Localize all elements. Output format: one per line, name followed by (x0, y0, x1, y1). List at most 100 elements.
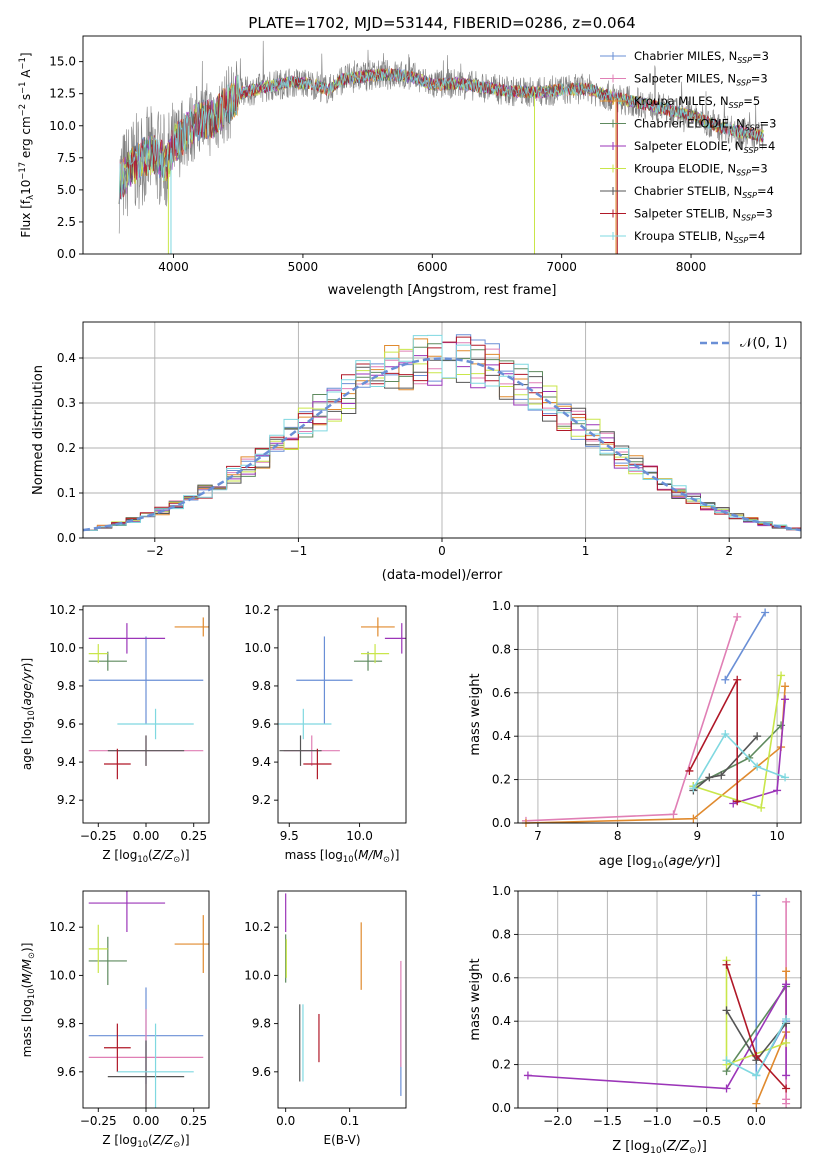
label-part: mass [ (285, 848, 325, 862)
legend-sub: SSP (742, 191, 757, 200)
axes-frame (82, 321, 802, 539)
legend-count: =3 (752, 49, 769, 63)
x-axis-label: age [log10(age/yr)] (599, 854, 721, 871)
label-part: log (119, 848, 137, 862)
y-tick-label: 9.4 (57, 755, 76, 769)
label-part: erg cm (19, 116, 33, 162)
mass-weight-point (752, 1051, 761, 1060)
label-part: log (119, 1133, 137, 1147)
label-part: Z/Z (666, 1139, 690, 1154)
x-tick-label: −1.5 (593, 1114, 622, 1128)
y-axis-label: mass [log10(M/M⊙)] (20, 943, 36, 1058)
label-part: E(B-V) (323, 1133, 360, 1147)
y-tick-label: 0.6 (492, 686, 511, 700)
mass-weight-point (777, 721, 786, 730)
y-tick-label: 0.4 (492, 1014, 511, 1028)
legend-sub: SSP (744, 146, 759, 155)
axes-frame (82, 605, 210, 824)
label-part: mass weight (468, 673, 483, 755)
y-tick-label: 9.8 (252, 1017, 271, 1031)
label-part: log (630, 1139, 650, 1154)
mass-extinction-panel: 0.0 0.1 9.6 9.8 10.0 10.2 E(B-V) (244, 890, 407, 1147)
label-part: )] (180, 1133, 189, 1147)
y-tick-label: 9.8 (57, 679, 76, 693)
mass-weight-point (721, 730, 730, 739)
y-tick-label: 10.0 (49, 119, 76, 133)
mass-weight-point (733, 612, 742, 621)
y-tick-label: 10.2 (49, 603, 76, 617)
mass-weight-point (717, 771, 726, 780)
mass-weight-point (722, 1056, 731, 1065)
y-axis-label: age [log10(age/yr)] (20, 658, 36, 770)
legend-model: Kroupa MILES, N (634, 94, 729, 108)
y-tick-label: 9.8 (252, 679, 271, 693)
x-axis-label: wavelength [Angstrom, rest frame] (328, 283, 557, 298)
label-part: ⊙ (26, 952, 36, 959)
legend-count: =3 (751, 72, 768, 86)
label-part: −1 (17, 57, 27, 69)
y-tick-label: 10.0 (244, 968, 271, 982)
label-part: age [ (20, 739, 34, 770)
x-tick-label: −1 (290, 544, 308, 558)
y-tick-label: 15.0 (49, 55, 76, 69)
y-tick-label: 0.8 (492, 927, 511, 941)
x-axis-label: Z [log10(Z/Z⊙)] (102, 848, 189, 864)
residual-histogram-panel: −2 −1 0 1 2 0.0 0.1 0.2 0.3 0.4 𝒩(0, 1) (data-model… (31, 321, 802, 583)
label-part: Z/Z (152, 1133, 174, 1147)
x-tick-label: 0.0 (276, 1114, 295, 1128)
mass-weight-point (722, 1006, 731, 1015)
y-tick-label: 12.5 (49, 87, 76, 101)
label-part: Flux [f (19, 199, 33, 237)
legend-entry: Kroupa STELIB, NSSP=4 (634, 229, 765, 245)
legend-entry: Chabrier ELODIE, NSSP=3 (634, 117, 776, 133)
mass-weight-point (685, 766, 694, 775)
label-part: λ (25, 195, 35, 200)
mass-weight-point (782, 897, 791, 906)
mass-weight-point (782, 1038, 791, 1047)
y-tick-label: 10.2 (244, 920, 271, 934)
x-tick-label: 9.5 (280, 829, 299, 843)
label-part: 10 (137, 1139, 148, 1149)
label-part: 10 (19, 180, 33, 195)
label-part: log (325, 848, 343, 862)
legend-count: =4 (748, 229, 765, 243)
spectrum-panel: PLATE=1702, MJD=53144, FIBERID=0286, z=0… (17, 14, 802, 298)
x-tick-label: 10 (769, 829, 784, 843)
legend-model: Chabrier ELODIE, N (634, 117, 745, 131)
label-part: )] (697, 1139, 707, 1154)
x-tick-label: 0 (438, 544, 446, 558)
mass-weight-point (669, 810, 678, 819)
label-part: s (19, 94, 33, 104)
label-part: )] (20, 658, 34, 667)
x-tick-label: 8000 (676, 260, 707, 274)
label-part: Z [ (612, 1139, 630, 1154)
x-tick-label: −0.25 (80, 1114, 117, 1128)
mass-weight-point (757, 803, 766, 812)
legend-model: Salpeter ELODIE, N (634, 139, 744, 153)
label-part: 10 (137, 854, 148, 864)
x-tick-label: 0.25 (180, 1114, 207, 1128)
label-part: age/yr (669, 854, 712, 869)
legend-model: Chabrier MILES, N (634, 49, 737, 63)
y-axis-label: mass weight (468, 673, 483, 755)
x-tick-label: 0.25 (180, 829, 207, 843)
age-metallicity-panel: −0.25 0.00 0.259.29.49.69.810.010.2Z [log1… (20, 603, 210, 864)
y-tick-label: 0.0 (57, 247, 76, 261)
y-tick-label: 2.5 (57, 215, 76, 229)
y-tick-label: 10.2 (244, 603, 271, 617)
legend-entry: Chabrier STELIB, NSSP=4 (634, 184, 774, 200)
y-tick-label: 9.6 (252, 1065, 271, 1079)
model-spectrum (118, 68, 764, 204)
label-part: )] (20, 943, 34, 952)
mass-weight-point (761, 608, 770, 617)
mass-weight-point (722, 1084, 731, 1093)
label-part: log (632, 854, 652, 869)
label-part: log (20, 721, 34, 739)
legend-model: Kroupa ELODIE, N (634, 162, 736, 176)
legend-sub: SSP (734, 236, 749, 245)
mass-weight-point (777, 671, 786, 680)
y-tick-label: 0.2 (492, 1058, 511, 1072)
y-tick-label: 10.0 (244, 641, 271, 655)
model-spectrum (118, 67, 764, 204)
age-mass-panel: 9.5 10.0 9.2 9.4 9.6 9.8 10.0 10.2 mass [log10(M… (244, 603, 407, 864)
